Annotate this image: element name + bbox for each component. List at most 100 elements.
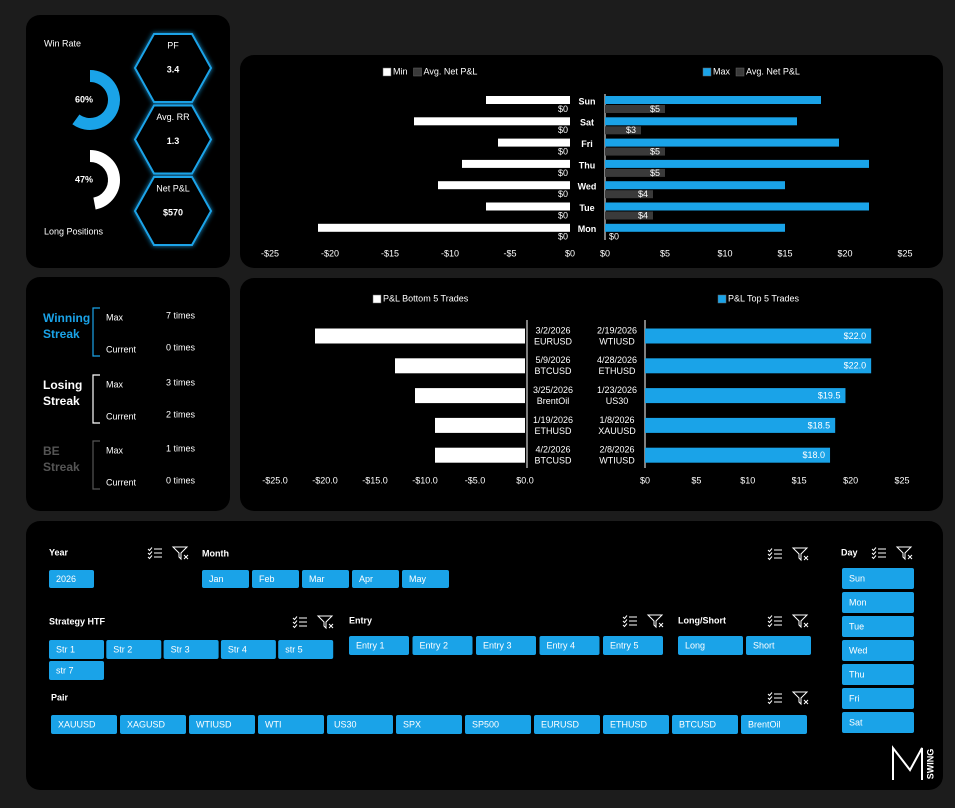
streak-panel bbox=[26, 277, 230, 511]
streak-title: Losing Streak bbox=[43, 378, 83, 408]
category-label: 3/2/2026 bbox=[535, 325, 570, 335]
slicer-button[interactable]: Entry 5 bbox=[603, 636, 663, 655]
category-label: 1/19/2026 bbox=[533, 415, 573, 425]
slicer-button[interactable]: 2026 bbox=[49, 570, 94, 588]
data-label: $22.0 bbox=[844, 361, 867, 371]
multi-select-icon[interactable] bbox=[622, 615, 637, 628]
data-label: -$21.0 bbox=[321, 331, 347, 341]
clear-filter-icon[interactable] bbox=[316, 615, 334, 630]
kpi-hexagon bbox=[133, 176, 213, 246]
slicer-button[interactable]: XAGUSD bbox=[120, 715, 186, 734]
slicer-button[interactable]: Entry 3 bbox=[476, 636, 536, 655]
slicer-button[interactable]: Str 1 bbox=[49, 640, 104, 659]
slicer-button[interactable]: SPX bbox=[396, 715, 462, 734]
category-label: BTCUSD bbox=[534, 456, 572, 466]
icon-check bbox=[767, 623, 773, 628]
slicer-button[interactable]: Jan bbox=[202, 570, 249, 588]
slicer-button[interactable]: SP500 bbox=[465, 715, 531, 734]
data-label: $19.5 bbox=[818, 390, 841, 400]
slicer-button[interactable]: Fri bbox=[842, 688, 914, 709]
slicer-button[interactable]: Entry 2 bbox=[412, 636, 473, 655]
slicer-button[interactable]: Str 3 bbox=[163, 640, 219, 659]
slicer-button[interactable]: Mon bbox=[842, 592, 914, 613]
slicer-button[interactable]: Sun bbox=[842, 568, 914, 589]
slicer-button-bg bbox=[220, 640, 276, 659]
bar bbox=[605, 147, 665, 156]
icon-check bbox=[767, 615, 773, 620]
slicer-button[interactable]: XAUUSD bbox=[51, 715, 117, 734]
slicer-button[interactable]: ETHUSD bbox=[603, 715, 669, 734]
clear-filter-icon[interactable] bbox=[646, 614, 664, 629]
slicer-item-label: Fri bbox=[849, 693, 860, 703]
bar bbox=[435, 447, 525, 463]
data-label: $0 bbox=[558, 210, 568, 220]
multi-select-icon[interactable] bbox=[767, 692, 782, 705]
slicer-button[interactable]: Tue bbox=[842, 616, 914, 637]
data-label: $0 bbox=[558, 104, 568, 114]
slicer-button[interactable]: Feb bbox=[252, 570, 299, 588]
slicer-button[interactable]: BrentOil bbox=[741, 715, 807, 734]
slicer-button-bg bbox=[352, 570, 399, 588]
data-label: $0 bbox=[609, 232, 619, 242]
multi-select-icon[interactable] bbox=[767, 615, 782, 628]
category-label: 4/2/2026 bbox=[535, 445, 570, 455]
slicer-button[interactable]: str 5 bbox=[278, 640, 334, 659]
clear-filter-icon[interactable] bbox=[791, 547, 809, 562]
icon-check bbox=[767, 700, 773, 705]
legend-swatch bbox=[702, 67, 712, 77]
slicer-title: Long/Short bbox=[678, 615, 726, 625]
slicer-button[interactable]: EURUSD bbox=[534, 715, 600, 734]
streak-title: Winning Streak bbox=[43, 311, 91, 341]
slicer-title: Month bbox=[202, 548, 229, 558]
slicer-item-label: US30 bbox=[334, 719, 357, 729]
multi-select-icon[interactable] bbox=[767, 548, 782, 561]
bar bbox=[605, 126, 641, 135]
slicer-button[interactable]: Sat bbox=[842, 712, 914, 733]
icon-x bbox=[658, 622, 664, 628]
slicer-button[interactable]: Apr bbox=[352, 570, 399, 588]
category-label: BrentOil bbox=[537, 396, 570, 406]
streak-row-value: 1 times bbox=[166, 443, 196, 453]
legend-swatch bbox=[717, 294, 727, 304]
donut-title: Long Positions bbox=[44, 226, 104, 236]
clear-filter-icon[interactable] bbox=[791, 691, 809, 706]
slicer-title: Year bbox=[49, 547, 69, 557]
slicer-button[interactable]: Thu bbox=[842, 664, 914, 685]
streak-row-label: Max bbox=[106, 445, 124, 455]
icon-check bbox=[292, 624, 298, 629]
slicer-button[interactable]: Str 2 bbox=[106, 640, 162, 659]
slicer-button[interactable]: US30 bbox=[327, 715, 393, 734]
icon-check bbox=[767, 696, 773, 701]
slicer-button[interactable]: Mar bbox=[302, 570, 349, 588]
clear-filter-icon[interactable] bbox=[791, 614, 809, 629]
slicer-button[interactable]: BTCUSD bbox=[672, 715, 738, 734]
slicer-button[interactable]: Entry 4 bbox=[539, 636, 600, 655]
icon-funnel bbox=[791, 547, 809, 562]
x-tick-label: -$10 bbox=[441, 248, 459, 258]
slicer-button[interactable]: str 7 bbox=[49, 661, 104, 680]
slicer-item-label: Entry 1 bbox=[356, 640, 385, 650]
icon-funnel bbox=[895, 546, 913, 561]
data-label: $3 bbox=[626, 125, 636, 135]
slicer-button[interactable]: Short bbox=[746, 636, 811, 655]
legend-label: Avg. Net P&L bbox=[746, 66, 800, 76]
data-label: $0 bbox=[558, 168, 568, 178]
multi-select-icon[interactable] bbox=[292, 616, 307, 629]
multi-select-icon[interactable] bbox=[147, 547, 162, 560]
data-label: -$11.0 bbox=[421, 390, 446, 400]
slicer-button[interactable]: May bbox=[402, 570, 449, 588]
clear-filter-icon[interactable] bbox=[895, 546, 913, 561]
logo-text: SWING bbox=[925, 749, 935, 780]
clear-filter-icon[interactable] bbox=[171, 546, 189, 561]
x-tick-label: -$15.0 bbox=[362, 475, 388, 485]
slicer-button[interactable]: Wed bbox=[842, 640, 914, 661]
category-label: WTIUSD bbox=[599, 456, 635, 466]
slicer-item-label: Wed bbox=[849, 645, 867, 655]
slicer-button[interactable]: Long bbox=[678, 636, 743, 655]
slicer-button-bg bbox=[402, 570, 449, 588]
slicer-button[interactable]: WTIUSD bbox=[189, 715, 255, 734]
slicer-button[interactable]: Str 4 bbox=[220, 640, 276, 659]
slicer-button[interactable]: Entry 1 bbox=[349, 636, 409, 655]
slicer-button[interactable]: WTI bbox=[258, 715, 324, 734]
multi-select-icon[interactable] bbox=[871, 547, 886, 560]
